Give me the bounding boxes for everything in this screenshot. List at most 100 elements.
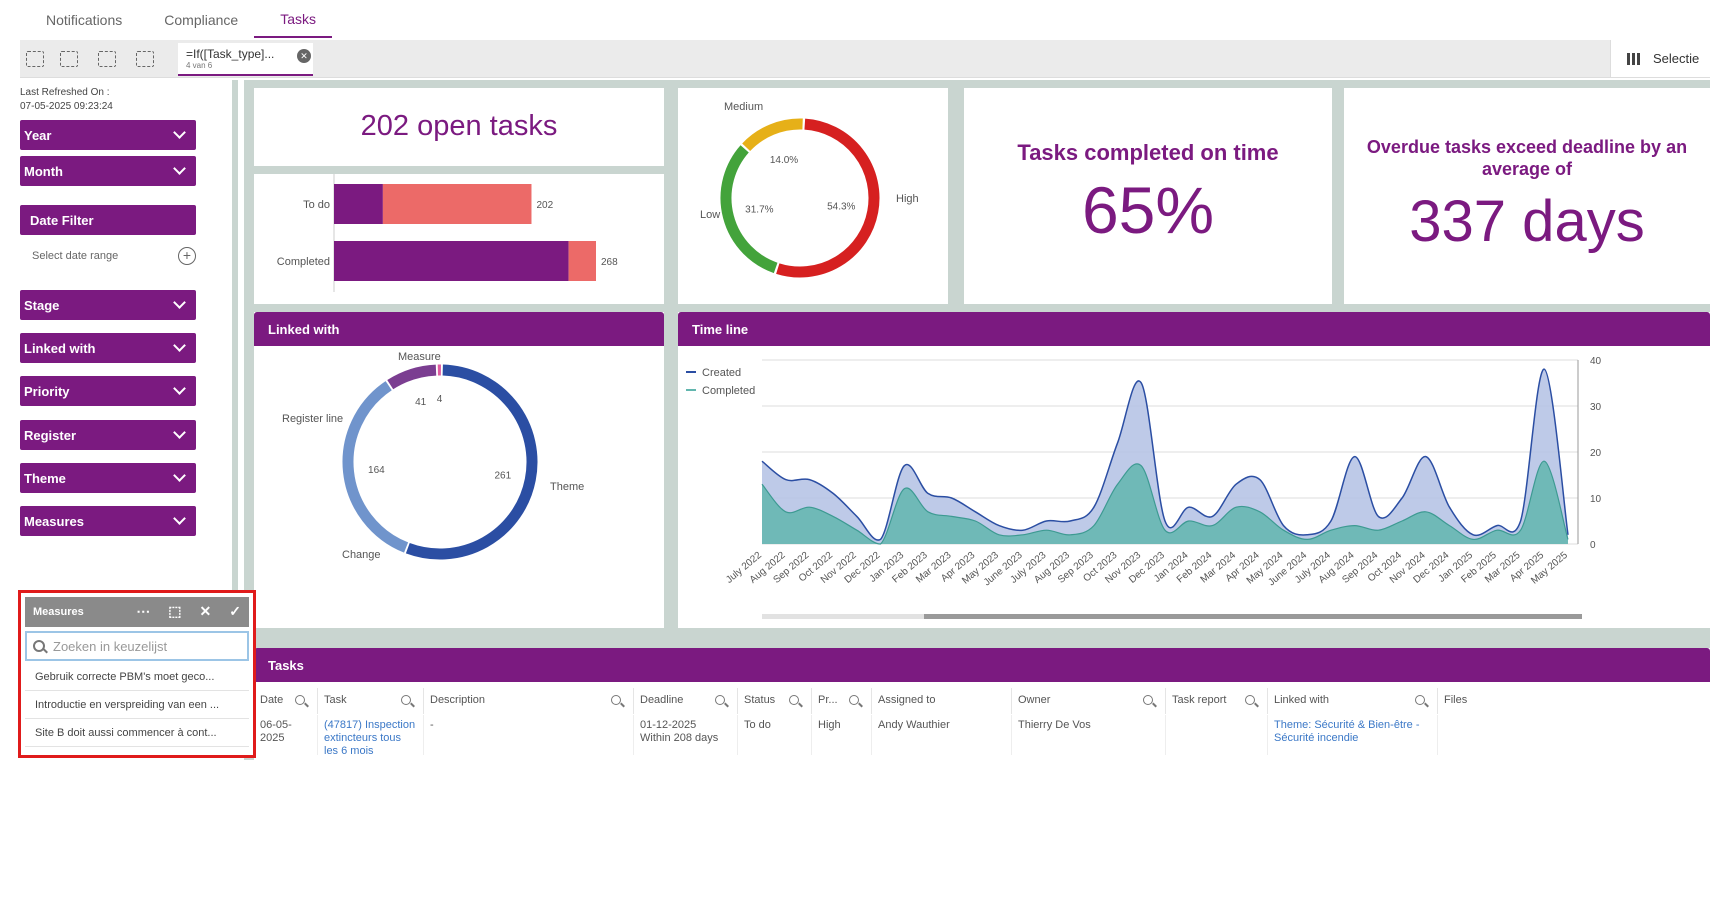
cell-deadline-sub: Within 208 days bbox=[640, 732, 719, 744]
selection-chip-count: 4 van 6 bbox=[186, 61, 213, 70]
search-icon[interactable] bbox=[789, 695, 799, 705]
filter-linked-with[interactable]: Linked with bbox=[20, 333, 196, 363]
chevron-down-icon bbox=[173, 512, 186, 525]
measures-popup-title: Measures bbox=[33, 606, 84, 618]
col-task-label: Task bbox=[324, 694, 347, 706]
filter-theme-label: Theme bbox=[24, 470, 66, 486]
search-icon[interactable] bbox=[1143, 695, 1153, 705]
cell-deadline: 01-12-2025 Within 208 days bbox=[634, 715, 738, 755]
linked-with-title: Linked with bbox=[254, 312, 664, 346]
listbox-item[interactable]: Gebruik correcte PBM's moet geco... bbox=[25, 663, 249, 691]
cell-assigned-to: Andy Wauthier bbox=[872, 715, 1012, 755]
search-icon[interactable] bbox=[1415, 695, 1425, 705]
time-line-title: Time line bbox=[678, 312, 1710, 346]
cell-task-link[interactable]: (47817) Inspection extincteurs tous les … bbox=[318, 715, 424, 755]
search-icon[interactable] bbox=[1245, 695, 1255, 705]
cell-status: To do bbox=[738, 715, 812, 755]
listbox-item[interactable]: Site B doit aussi commencer à cont... bbox=[25, 719, 249, 747]
priority-category-label: Medium bbox=[724, 101, 763, 113]
filter-stage[interactable]: Stage bbox=[20, 290, 196, 320]
chevron-down-icon bbox=[173, 126, 186, 139]
linked-category-label: Measure bbox=[398, 351, 441, 363]
priority-value-label: 54.3% bbox=[827, 202, 855, 213]
search-icon[interactable] bbox=[715, 695, 725, 705]
selection-chip[interactable]: =If([Task_type]... 4 van 6 bbox=[178, 43, 313, 76]
filter-month[interactable]: Month bbox=[20, 156, 196, 186]
filter-theme[interactable]: Theme bbox=[20, 463, 196, 493]
col-owner[interactable]: Owner bbox=[1012, 688, 1166, 714]
tab-notifications[interactable]: Notifications bbox=[46, 12, 123, 28]
col-task[interactable]: Task bbox=[318, 688, 424, 714]
filter-linked-with-label: Linked with bbox=[24, 340, 96, 356]
more-icon[interactable]: ⋯ bbox=[136, 603, 151, 619]
y-tick-label: 30 bbox=[1590, 402, 1602, 413]
last-refreshed: Last Refreshed On : 07-05-2025 09:23:24 bbox=[20, 86, 113, 114]
filter-date[interactable]: Date Filter bbox=[20, 205, 196, 235]
measures-popup-header: Measures ⋯ ⬚ ✕ ✓ bbox=[25, 597, 249, 627]
tab-tasks[interactable]: Tasks bbox=[254, 0, 332, 38]
col-status[interactable]: Status bbox=[738, 688, 812, 714]
linked-category-label: Register line bbox=[282, 413, 343, 425]
filter-register[interactable]: Register bbox=[20, 420, 196, 450]
cell-date: 06-05-2025 bbox=[254, 715, 318, 755]
filter-measures[interactable]: Measures bbox=[20, 506, 196, 536]
col-deadline[interactable]: Deadline bbox=[634, 688, 738, 714]
chevron-down-icon bbox=[173, 382, 186, 395]
filter-year[interactable]: Year bbox=[20, 120, 196, 150]
date-range-selector[interactable]: Select date range + bbox=[32, 247, 196, 265]
tab-compliance[interactable]: Compliance bbox=[164, 12, 239, 28]
priority-slice bbox=[776, 118, 880, 278]
bar-segment bbox=[382, 184, 532, 224]
cell-linked-with-link[interactable]: Theme: Sécurité & Bien-être - Sécurité i… bbox=[1268, 715, 1438, 755]
cell-task-report bbox=[1166, 715, 1268, 755]
linked-slice bbox=[342, 381, 409, 553]
y-tick-label: 10 bbox=[1590, 494, 1602, 505]
col-assigned-to[interactable]: Assigned to bbox=[872, 688, 1012, 714]
cell-files bbox=[1438, 715, 1710, 755]
smart-search-icon[interactable] bbox=[26, 51, 44, 67]
horizontal-scrollbar-thumb[interactable] bbox=[924, 614, 1582, 619]
search-icon[interactable] bbox=[295, 695, 305, 705]
selection-toolbar: =If([Task_type]... 4 van 6 ✕ Selectie bbox=[20, 40, 1710, 78]
search-icon[interactable] bbox=[611, 695, 621, 705]
col-task-report[interactable]: Task report bbox=[1166, 688, 1268, 714]
listbox-item[interactable]: Introductie en verspreiding van een ... bbox=[25, 691, 249, 719]
bar-segment bbox=[334, 241, 569, 281]
step-back-icon[interactable] bbox=[60, 51, 78, 67]
on-time-value: 65% bbox=[1081, 173, 1215, 247]
confirm-check-icon[interactable]: ✓ bbox=[229, 603, 241, 619]
step-forward-icon[interactable] bbox=[98, 51, 116, 67]
top-nav: Notifications Compliance Tasks bbox=[20, 0, 1710, 38]
filter-year-label: Year bbox=[24, 127, 52, 143]
col-assigned-to-label: Assigned to bbox=[878, 694, 936, 706]
cell-priority: High bbox=[812, 715, 872, 755]
selection-tool-icon[interactable]: ⬚ bbox=[168, 603, 182, 619]
filter-register-label: Register bbox=[24, 427, 77, 443]
filter-measures-label: Measures bbox=[24, 513, 84, 529]
col-task-report-label: Task report bbox=[1172, 694, 1227, 706]
last-refreshed-value: 07-05-2025 09:23:24 bbox=[20, 101, 113, 112]
search-icon[interactable] bbox=[401, 695, 411, 705]
linked-slice bbox=[405, 364, 538, 560]
col-date[interactable]: Date bbox=[254, 688, 318, 714]
col-description[interactable]: Description bbox=[424, 688, 634, 714]
col-priority[interactable]: Pr... bbox=[812, 688, 872, 714]
selections-button[interactable]: Selectie bbox=[1610, 40, 1710, 77]
created-area bbox=[762, 369, 1568, 544]
search-icon[interactable] bbox=[849, 695, 859, 705]
filter-priority[interactable]: Priority bbox=[20, 376, 196, 406]
y-tick-label: 40 bbox=[1590, 356, 1602, 367]
col-files-label: Files bbox=[1444, 694, 1468, 706]
linked-slice bbox=[387, 364, 437, 390]
bar-category-label: Completed bbox=[277, 256, 330, 268]
col-linked-with[interactable]: Linked with bbox=[1268, 688, 1438, 714]
clear-selections-icon[interactable] bbox=[136, 51, 154, 67]
measures-listbox-popup: Measures ⋯ ⬚ ✕ ✓ Zoeken in keuzelijst Ge… bbox=[18, 590, 256, 758]
plus-icon[interactable]: + bbox=[178, 247, 196, 265]
col-files[interactable]: Files bbox=[1438, 688, 1710, 714]
col-deadline-label: Deadline bbox=[640, 694, 684, 706]
linked-value-label: 164 bbox=[368, 465, 385, 476]
close-chip-icon[interactable]: ✕ bbox=[297, 49, 311, 63]
close-icon[interactable]: ✕ bbox=[199, 603, 212, 619]
listbox-search-input[interactable]: Zoeken in keuzelijst bbox=[25, 631, 249, 661]
